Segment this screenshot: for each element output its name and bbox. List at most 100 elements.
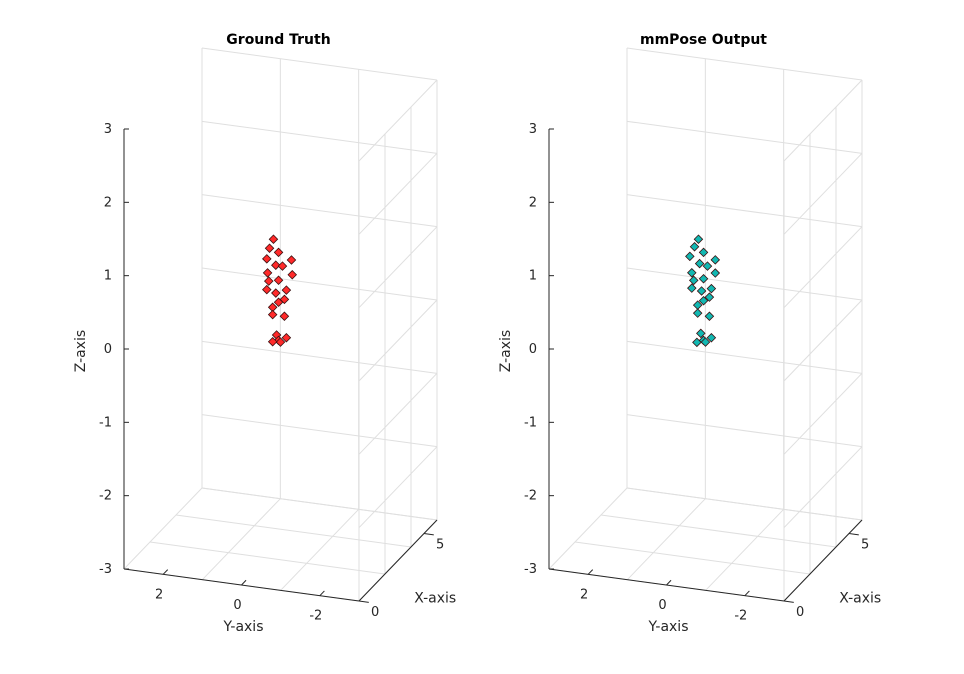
z-tick-label: 0 [104, 342, 112, 357]
grid-line [626, 120, 863, 154]
data-point [710, 255, 721, 265]
x-tick-label: 0 [796, 605, 804, 620]
grid-line [783, 299, 863, 382]
z-tick-label: 1 [529, 269, 537, 284]
y-tick [587, 569, 594, 575]
data-point [271, 260, 281, 270]
grid-line [548, 487, 628, 570]
data-point [277, 261, 288, 271]
grid-line [358, 79, 438, 162]
data-point [685, 251, 695, 262]
data-point [262, 284, 272, 295]
grid-line [201, 498, 281, 581]
grid-line [626, 267, 863, 301]
y-tick-label: -2 [309, 609, 322, 624]
grid-line [201, 414, 438, 448]
y-tick-label: 2 [155, 587, 163, 602]
grid-line [783, 226, 863, 309]
data-point [692, 337, 702, 348]
grid-line [626, 47, 863, 81]
data-point [696, 286, 707, 296]
ground-truth-panel: Ground Truth 3 2 1 0 -1 -2 -3 2 0 -2 0 5 X-axis Y-a… [73, 32, 456, 635]
grid-line [123, 487, 203, 570]
ground-truth-x-axis-label: X-axis [414, 591, 456, 607]
data-point [688, 275, 699, 286]
data-point [698, 296, 709, 306]
data-point [706, 333, 717, 343]
x-tick [423, 533, 434, 536]
data-point [262, 254, 272, 264]
data-point [689, 241, 700, 252]
data-point [698, 274, 709, 284]
data-point [281, 285, 292, 295]
ground-truth-ticks: 3 2 1 0 -1 -2 -3 2 0 -2 0 5 [99, 122, 444, 624]
grid-line [626, 340, 863, 374]
y-tick-label: 0 [233, 598, 241, 613]
mmpose-output-title: mmPose Output [640, 32, 767, 48]
grid-line [201, 120, 438, 154]
x-tick-label: 5 [436, 538, 444, 553]
data-point [687, 283, 697, 293]
grid-line [783, 446, 863, 529]
grid-line [783, 79, 863, 162]
data-point [700, 337, 711, 347]
z-tick-label: 1 [104, 269, 112, 284]
grid-line [358, 152, 438, 235]
grid-line [280, 508, 360, 591]
grid-line [358, 226, 438, 309]
data-point [273, 247, 284, 258]
y-tick [241, 579, 247, 586]
data-point [694, 258, 705, 269]
x-axis-line [358, 519, 438, 602]
data-point [275, 337, 286, 347]
ground-truth-y-axis-label: Y-axis [223, 619, 264, 635]
x-tick [848, 533, 859, 536]
data-point [273, 297, 284, 307]
data-point [696, 328, 706, 339]
mmpose-output-z-axis-label: Z-axis [498, 330, 514, 372]
grid-line [626, 487, 863, 521]
data-point [286, 255, 297, 265]
x-tick [358, 600, 369, 603]
grid-line [626, 414, 863, 448]
data-point [271, 288, 281, 298]
grid-line [705, 508, 785, 591]
x-tick [783, 600, 794, 603]
grid-line [626, 498, 706, 581]
grid-line [201, 487, 438, 521]
grid-line [358, 446, 438, 529]
z-tick-label: 2 [104, 195, 112, 210]
y-tick [744, 590, 750, 597]
mmpose-output-points [685, 234, 721, 348]
mmpose-output-grid [548, 47, 863, 602]
grid-line [783, 372, 863, 455]
y-tick [666, 579, 672, 586]
y-tick-label: 0 [658, 598, 666, 613]
data-point [279, 311, 290, 321]
y-tick [162, 569, 169, 575]
data-point [693, 234, 704, 244]
data-point [267, 337, 278, 347]
grid-line [201, 340, 438, 374]
data-point [698, 247, 709, 258]
data-point [268, 234, 279, 244]
ground-truth-grid [123, 47, 438, 602]
z-tick-label: -1 [524, 415, 537, 430]
data-point [692, 308, 703, 318]
z-tick-label: 3 [529, 122, 537, 137]
ground-truth-title: Ground Truth [226, 32, 330, 48]
data-point [263, 276, 274, 286]
x-tick-label: 5 [861, 538, 869, 553]
z-tick-label: -3 [99, 562, 112, 577]
mmpose-output-ticks: 3 2 1 0 -1 -2 -3 2 0 -2 0 5 [524, 122, 869, 624]
z-tick-label: -2 [99, 489, 112, 504]
ground-truth-z-axis-label: Z-axis [73, 330, 89, 372]
grid-line [358, 299, 438, 382]
y-tick-label: -2 [734, 609, 747, 624]
x-tick-label: 0 [371, 605, 379, 620]
y-tick [319, 590, 325, 597]
data-point [281, 333, 292, 343]
ground-truth-points [262, 234, 298, 347]
z-tick-label: -3 [524, 562, 537, 577]
